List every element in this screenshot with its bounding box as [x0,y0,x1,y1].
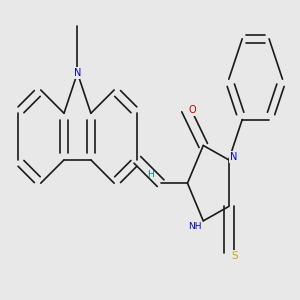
Text: NH: NH [188,222,201,231]
Text: S: S [231,251,238,261]
Text: N: N [230,152,237,162]
Text: O: O [188,105,196,115]
Text: N: N [74,68,81,78]
Text: H: H [147,170,154,179]
